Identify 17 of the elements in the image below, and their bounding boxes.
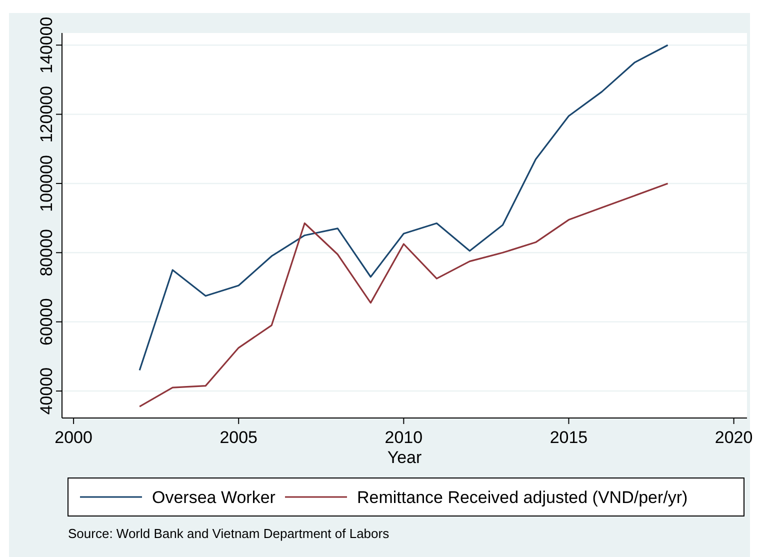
y-tick-label: 100000 [37,155,56,212]
x-tick-label: 2015 [550,428,588,447]
x-tick-label: 2010 [384,428,423,447]
x-axis-title: Year [387,448,422,467]
y-tick-label: 120000 [37,86,56,143]
y-tick-label: 80000 [37,229,56,276]
x-tick-label: 2000 [54,428,92,447]
legend-label: Remittance Received adjusted (VND/per/yr) [357,488,688,507]
y-tick-label: 60000 [37,298,56,346]
legend-label: Oversea Worker [152,488,276,507]
y-tick-label: 140000 [37,16,56,74]
x-tick-label: 2005 [220,428,258,447]
y-tick-label: 40000 [37,367,56,415]
line-series [138,44,669,372]
x-tick-label: 2020 [714,428,753,447]
line-series [138,182,669,408]
source-note: Source: World Bank and Vietnam Department of Labors [68,526,390,541]
